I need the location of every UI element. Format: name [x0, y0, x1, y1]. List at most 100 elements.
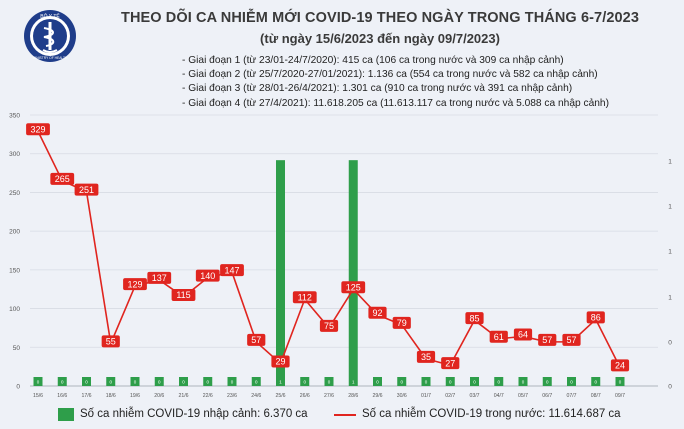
- svg-text:BỘ Y TẾ: BỘ Y TẾ: [40, 13, 60, 20]
- data-label: 29: [271, 355, 290, 368]
- ministry-of-health-logo: BỘ Y TẾ MINISTRY OF HEALTH: [24, 10, 76, 62]
- data-label-text: 57: [251, 335, 261, 345]
- right-axis-tick-label: 1: [668, 295, 672, 302]
- line-domestic: [37, 130, 621, 368]
- bar-value-label: 1: [279, 380, 282, 385]
- left-axis-tick-label: 150: [9, 267, 20, 274]
- x-axis-tick-label: 18/6: [106, 393, 116, 399]
- x-axis-tick-label: 22/6: [203, 393, 213, 399]
- data-label-bg: [368, 306, 387, 319]
- x-axis-tick-label: 07/7: [566, 393, 576, 399]
- data-label-text: 29: [275, 357, 285, 367]
- data-label: 86: [586, 311, 605, 324]
- bar-imported: [397, 377, 407, 386]
- data-label-text: 125: [346, 282, 361, 292]
- x-axis-tick-label: 28/6: [348, 393, 358, 399]
- data-label-bg: [341, 281, 366, 294]
- x-axis-tick-label: 04/7: [494, 393, 504, 399]
- legend-line-swatch: [334, 414, 356, 416]
- data-label-text: 35: [421, 352, 431, 362]
- bar-imported: [33, 377, 43, 386]
- page-title: THEO DÕI CA NHIỄM MỚI COVID-19 THEO NGÀY…: [121, 10, 639, 26]
- bar-imported: [227, 377, 237, 386]
- data-label-bg: [392, 316, 411, 329]
- data-label-bg: [489, 330, 508, 343]
- data-label-text: 265: [55, 174, 70, 184]
- data-label-text: 64: [518, 330, 528, 340]
- bar-value-label: 0: [255, 380, 258, 385]
- data-label: 112: [292, 291, 317, 304]
- data-label-bg: [416, 350, 436, 363]
- data-label-text: 329: [30, 124, 45, 134]
- data-label: 64: [513, 328, 533, 341]
- data-label-bg: [319, 319, 339, 332]
- right-axis-tick-label: 1: [668, 204, 672, 211]
- x-axis-tick-label: 08/7: [591, 393, 601, 399]
- data-label: 92: [368, 306, 387, 319]
- data-label-bg: [292, 291, 317, 304]
- bar-imported: [130, 377, 140, 386]
- x-axis-tick-label: 05/7: [518, 393, 528, 399]
- bar-imported: [106, 377, 116, 386]
- x-axis-tick-label: 19/6: [130, 393, 140, 399]
- bar-value-label: 0: [594, 380, 597, 385]
- left-axis-tick-label: 0: [16, 384, 20, 391]
- data-label: 57: [538, 333, 557, 346]
- bar-imported: [203, 377, 213, 386]
- data-label-text: 92: [372, 308, 382, 318]
- data-label: 251: [74, 183, 99, 196]
- left-axis-tick-label: 200: [9, 229, 20, 236]
- data-label: 125: [341, 281, 366, 294]
- data-label-text: 140: [200, 271, 215, 281]
- x-axis-tick-label: 25/6: [275, 393, 285, 399]
- data-label-bg: [465, 312, 484, 325]
- data-label: 57: [562, 333, 581, 346]
- bar-value-label: 0: [376, 380, 379, 385]
- data-label-bg: [26, 123, 50, 136]
- data-label-bg: [101, 335, 120, 348]
- phase-item: Giai đoạn 2 (từ 25/7/2020-27/01/2021): 1…: [182, 68, 609, 82]
- bar-value-label: 0: [497, 380, 500, 385]
- x-axis-tick-label: 02/7: [445, 393, 455, 399]
- phase-item: Giai đoạn 4 (từ 27/4/2021): 11.618.205 c…: [182, 97, 609, 111]
- data-label-bg: [441, 357, 460, 370]
- data-label-text: 251: [79, 185, 94, 195]
- data-label-text: 86: [591, 313, 601, 323]
- data-label-bg: [247, 333, 266, 346]
- x-axis-tick-label: 27/6: [324, 393, 334, 399]
- bar-imported: [57, 377, 67, 386]
- data-label: 140: [195, 269, 220, 282]
- x-axis-tick-label: 26/6: [300, 393, 310, 399]
- bar-value-label: 0: [425, 380, 428, 385]
- bar-imported: [179, 377, 188, 386]
- bar-value-label: 1: [352, 380, 355, 385]
- data-label-text: 24: [615, 361, 625, 371]
- data-label-bg: [513, 328, 533, 341]
- bar-value-label: 0: [449, 380, 452, 385]
- x-axis-tick-label: 09/7: [615, 393, 625, 399]
- data-label: 329: [26, 123, 50, 136]
- x-axis-tick-label: 16/6: [57, 393, 67, 399]
- data-label-bg: [610, 359, 630, 372]
- data-label: 55: [101, 335, 120, 348]
- data-label: 79: [392, 316, 411, 329]
- bar-value-label: 0: [182, 380, 185, 385]
- bar-imported: [300, 377, 310, 386]
- data-label-text: 147: [224, 265, 239, 275]
- data-label: 57: [247, 333, 266, 346]
- bar-value-label: 0: [619, 380, 622, 385]
- data-label-text: 85: [469, 313, 479, 323]
- bar-imported: [324, 377, 334, 386]
- bar-imported: [567, 377, 576, 386]
- phase-item: Giai đoạn 3 (từ 28/01-26/4/2021): 1.301 …: [182, 82, 609, 96]
- data-label: 61: [489, 330, 508, 343]
- data-label: 265: [50, 172, 75, 185]
- data-label-bg: [538, 333, 557, 346]
- right-axis-tick-label: 0: [668, 384, 672, 391]
- data-label: 75: [319, 319, 339, 332]
- x-axis-tick-label: 29/6: [372, 393, 382, 399]
- data-label: 24: [610, 359, 630, 372]
- bar-value-label: 0: [85, 380, 88, 385]
- data-label-bg: [586, 311, 605, 324]
